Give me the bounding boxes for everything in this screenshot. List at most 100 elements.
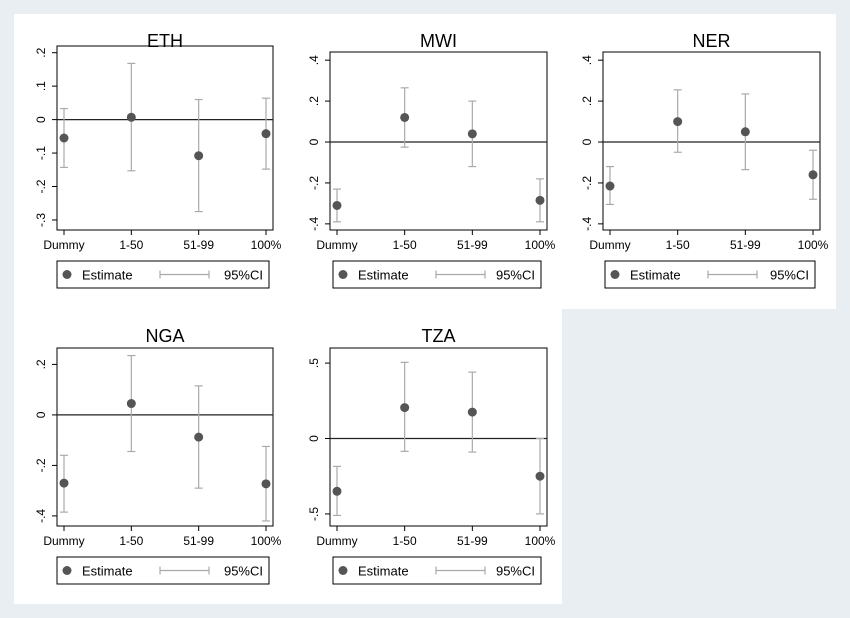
- y-tick-label: 0: [34, 116, 48, 123]
- estimate-point: [126, 112, 136, 122]
- subplot-title: NER: [692, 31, 730, 51]
- estimate-point: [605, 181, 615, 191]
- x-tick-label: Dummy: [316, 534, 357, 548]
- estimate-point: [261, 479, 271, 489]
- y-tick-label: 0: [580, 138, 594, 145]
- legend-ci-label: 95%CI: [770, 268, 809, 283]
- legend-ci-label: 95%CI: [496, 268, 535, 283]
- x-tick-label: Dummy: [589, 238, 630, 252]
- y-tick-label: -.2: [307, 176, 321, 190]
- y-tick-label: -.2: [34, 458, 48, 472]
- estimate-point: [535, 195, 545, 205]
- subplot-title: MWI: [420, 31, 457, 51]
- x-tick-label: 1-50: [393, 534, 417, 548]
- estimate-point: [261, 129, 271, 139]
- y-tick-label: .2: [34, 359, 48, 369]
- subplot-title: ETH: [147, 31, 183, 51]
- x-tick-label: Dummy: [316, 238, 357, 252]
- legend-estimate-label: Estimate: [82, 268, 133, 283]
- legend-estimate-marker: [338, 270, 348, 279]
- x-tick-label: Dummy: [43, 238, 84, 252]
- legend-box: [332, 260, 542, 289]
- plot-frame: [56, 347, 274, 527]
- y-tick-label: .5: [307, 358, 321, 368]
- x-tick-label: 51-99: [457, 238, 488, 252]
- x-tick-label: 51-99: [457, 534, 488, 548]
- y-tick-label: -.2: [34, 179, 48, 193]
- estimate-point: [59, 133, 69, 143]
- y-tick-label: .2: [580, 96, 594, 106]
- legend-ci-label: 95%CI: [496, 564, 535, 579]
- x-tick-label: 100%: [525, 534, 556, 548]
- y-tick-label: .2: [34, 47, 48, 57]
- y-tick-label: -.2: [580, 176, 594, 190]
- legend-estimate-marker: [610, 270, 620, 279]
- x-tick-label: 100%: [251, 534, 282, 548]
- estimate-point: [467, 129, 477, 139]
- subplot-eth: ETH .2 .1 0 -.1 -.2 -.3 Dummy 1-50 51-99 100% Estim…: [34, 31, 282, 289]
- estimate-point: [194, 151, 204, 161]
- y-tick-label: -.5: [307, 507, 321, 521]
- subplot-title: NGA: [145, 326, 184, 346]
- plot-frame: [56, 45, 274, 231]
- legend-estimate-marker: [338, 566, 348, 575]
- y-tick-label: -.4: [34, 509, 48, 523]
- x-tick-label: 100%: [251, 238, 282, 252]
- x-tick-label: 51-99: [183, 534, 214, 548]
- panel-background-bottom: [14, 309, 562, 604]
- subplot-tza: TZA .5 0 -.5 Dummy 1-50 51-99 100% Estimate 95%CI: [307, 326, 556, 585]
- legend: Estimate 95%CI: [56, 556, 270, 585]
- y-tick-label: -.1: [34, 146, 48, 160]
- subplot-ner: NER .4 .2 0 -.2 -.4 Dummy 1-50 51-99 100% Estimate…: [580, 31, 829, 289]
- y-tick-label: 0: [34, 411, 48, 418]
- x-tick-label: 100%: [798, 238, 829, 252]
- x-tick-label: 100%: [525, 238, 556, 252]
- x-tick-label: 1-50: [119, 238, 143, 252]
- y-tick-label: .4: [580, 55, 594, 65]
- subplot-nga: NGA .2 0 -.2 -.4 Dummy 1-50 51-99 100% Estimate 95…: [34, 326, 282, 585]
- estimate-point: [332, 486, 342, 496]
- estimate-point: [59, 478, 69, 488]
- estimate-point: [194, 432, 204, 442]
- y-tick-label: 0: [307, 435, 321, 442]
- y-tick-label: -.4: [580, 217, 594, 231]
- legend-ci-label: 95%CI: [224, 564, 263, 579]
- subplot-title: TZA: [422, 326, 456, 346]
- x-tick-label: Dummy: [43, 534, 84, 548]
- estimate-point: [467, 407, 477, 417]
- x-tick-label: 1-50: [119, 534, 143, 548]
- plot-frame: [602, 51, 821, 231]
- y-tick-label: -.3: [34, 213, 48, 227]
- y-tick-label: -.4: [307, 217, 321, 231]
- x-tick-label: 51-99: [730, 238, 761, 252]
- legend-estimate-marker: [62, 270, 72, 279]
- subplot-mwi: MWI .4 .2 0 -.2 -.4 Dummy 1-50 51-99 100% Estimate…: [307, 31, 556, 289]
- panel-background-top: [14, 14, 836, 309]
- x-tick-label: 1-50: [393, 238, 417, 252]
- plot-frame: [329, 51, 548, 231]
- legend-estimate-label: Estimate: [630, 268, 681, 283]
- legend-ci-label: 95%CI: [224, 268, 263, 283]
- legend: Estimate 95%CI: [604, 260, 816, 289]
- estimate-point: [535, 471, 545, 481]
- legend: Estimate 95%CI: [332, 556, 542, 585]
- x-tick-label: 51-99: [183, 238, 214, 252]
- estimate-point: [400, 112, 410, 122]
- legend-estimate-label: Estimate: [358, 268, 409, 283]
- estimate-point: [400, 403, 410, 413]
- y-tick-label: .4: [307, 55, 321, 65]
- x-tick-label: 1-50: [666, 238, 690, 252]
- legend-estimate-marker: [62, 566, 72, 575]
- y-tick-label: 0: [307, 138, 321, 145]
- estimate-point: [332, 200, 342, 210]
- y-tick-label: .1: [34, 81, 48, 91]
- legend: Estimate 95%CI: [332, 260, 542, 289]
- legend: Estimate 95%CI: [56, 260, 270, 289]
- estimate-point: [673, 117, 683, 127]
- estimate-point: [808, 170, 818, 180]
- estimate-point: [740, 127, 750, 137]
- legend-estimate-label: Estimate: [82, 564, 133, 579]
- estimate-point: [126, 399, 136, 409]
- plot-frame: [329, 347, 548, 527]
